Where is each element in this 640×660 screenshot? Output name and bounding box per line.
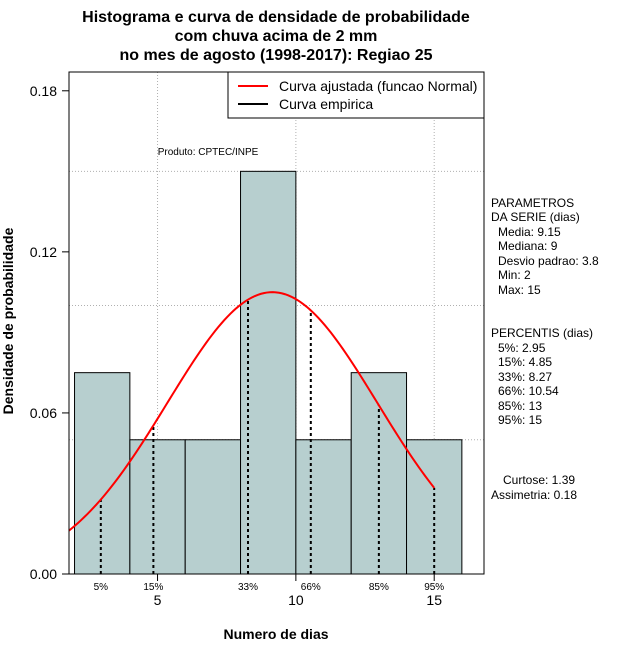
chart-title-line-3: no mes de agosto (1998-2017): Regiao 25 bbox=[120, 47, 433, 64]
param-media: Media: 9.15 bbox=[498, 225, 561, 239]
param-min: Min: 2 bbox=[498, 268, 531, 282]
x-axis-title: Numero de dias bbox=[223, 626, 328, 642]
chart-title-line-1: Histograma e curva de densidade de proba… bbox=[82, 9, 470, 26]
y-tick-label: 0.06 bbox=[30, 405, 57, 421]
perc-85: 85%: 13 bbox=[498, 399, 542, 413]
chart-title-line-2: com chuva acima de 2 mm bbox=[175, 28, 378, 45]
percentile-label: 5% bbox=[94, 582, 109, 593]
perc-15: 15%: 4.85 bbox=[498, 355, 552, 369]
param-mediana: Mediana: 9 bbox=[498, 239, 558, 253]
y-axis-title: Densidade de probabilidade bbox=[0, 227, 16, 414]
y-tick-label: 0.18 bbox=[30, 83, 57, 99]
perc-95: 95%: 15 bbox=[498, 413, 542, 427]
param-desvio: Desvio padrao: 3.8 bbox=[498, 254, 599, 268]
curtose: Curtose: 1.39 bbox=[503, 473, 575, 487]
percentile-label: 15% bbox=[143, 582, 163, 593]
legend: Curva ajustada (funcao Normal) Curva emp… bbox=[227, 71, 485, 119]
percentile-label: 85% bbox=[369, 582, 389, 593]
perc-33: 33%: 8.27 bbox=[498, 370, 552, 384]
side-panel: PARAMETROS DA SERIE (dias) Media: 9.15 M… bbox=[491, 196, 599, 502]
percentile-label: 33% bbox=[238, 582, 258, 593]
product-annotation: Produto: CPTEC/INPE bbox=[158, 147, 259, 158]
x-tick-label: 10 bbox=[288, 592, 304, 608]
histogram-bar bbox=[295, 439, 352, 575]
x-tick-label: 15 bbox=[426, 592, 442, 608]
perc-5: 5%: 2.95 bbox=[498, 341, 546, 355]
histogram-bar bbox=[184, 439, 242, 575]
histogram-bar bbox=[129, 439, 186, 575]
normal-curve bbox=[68, 291, 435, 532]
legend-label-empirical: Curva empirica bbox=[279, 96, 373, 112]
x-tick-label: 5 bbox=[154, 592, 162, 608]
empirical-lines bbox=[99, 299, 436, 574]
assimetria: Assimetria: 0.18 bbox=[491, 488, 577, 502]
param-max: Max: 15 bbox=[498, 283, 541, 297]
percentile-label: 66% bbox=[301, 582, 321, 593]
legend-label-fitted: Curva ajustada (funcao Normal) bbox=[279, 78, 477, 94]
normal-curve-layer bbox=[68, 291, 435, 532]
params-title-line-1: PARAMETROS bbox=[491, 196, 574, 210]
histogram-bars bbox=[74, 170, 463, 575]
legend-box bbox=[227, 71, 485, 119]
percentis-title: PERCENTIS (dias) bbox=[491, 326, 593, 340]
params-title-line-2: DA SERIE (dias) bbox=[491, 210, 580, 224]
perc-66: 66%: 10.54 bbox=[498, 384, 559, 398]
y-tick-label: 0.12 bbox=[30, 244, 57, 260]
y-tick-label: 0.00 bbox=[30, 566, 57, 582]
percentile-labels: 5% 15% 33% 66% 85% 95% bbox=[94, 582, 445, 593]
percentile-label: 95% bbox=[424, 582, 444, 593]
